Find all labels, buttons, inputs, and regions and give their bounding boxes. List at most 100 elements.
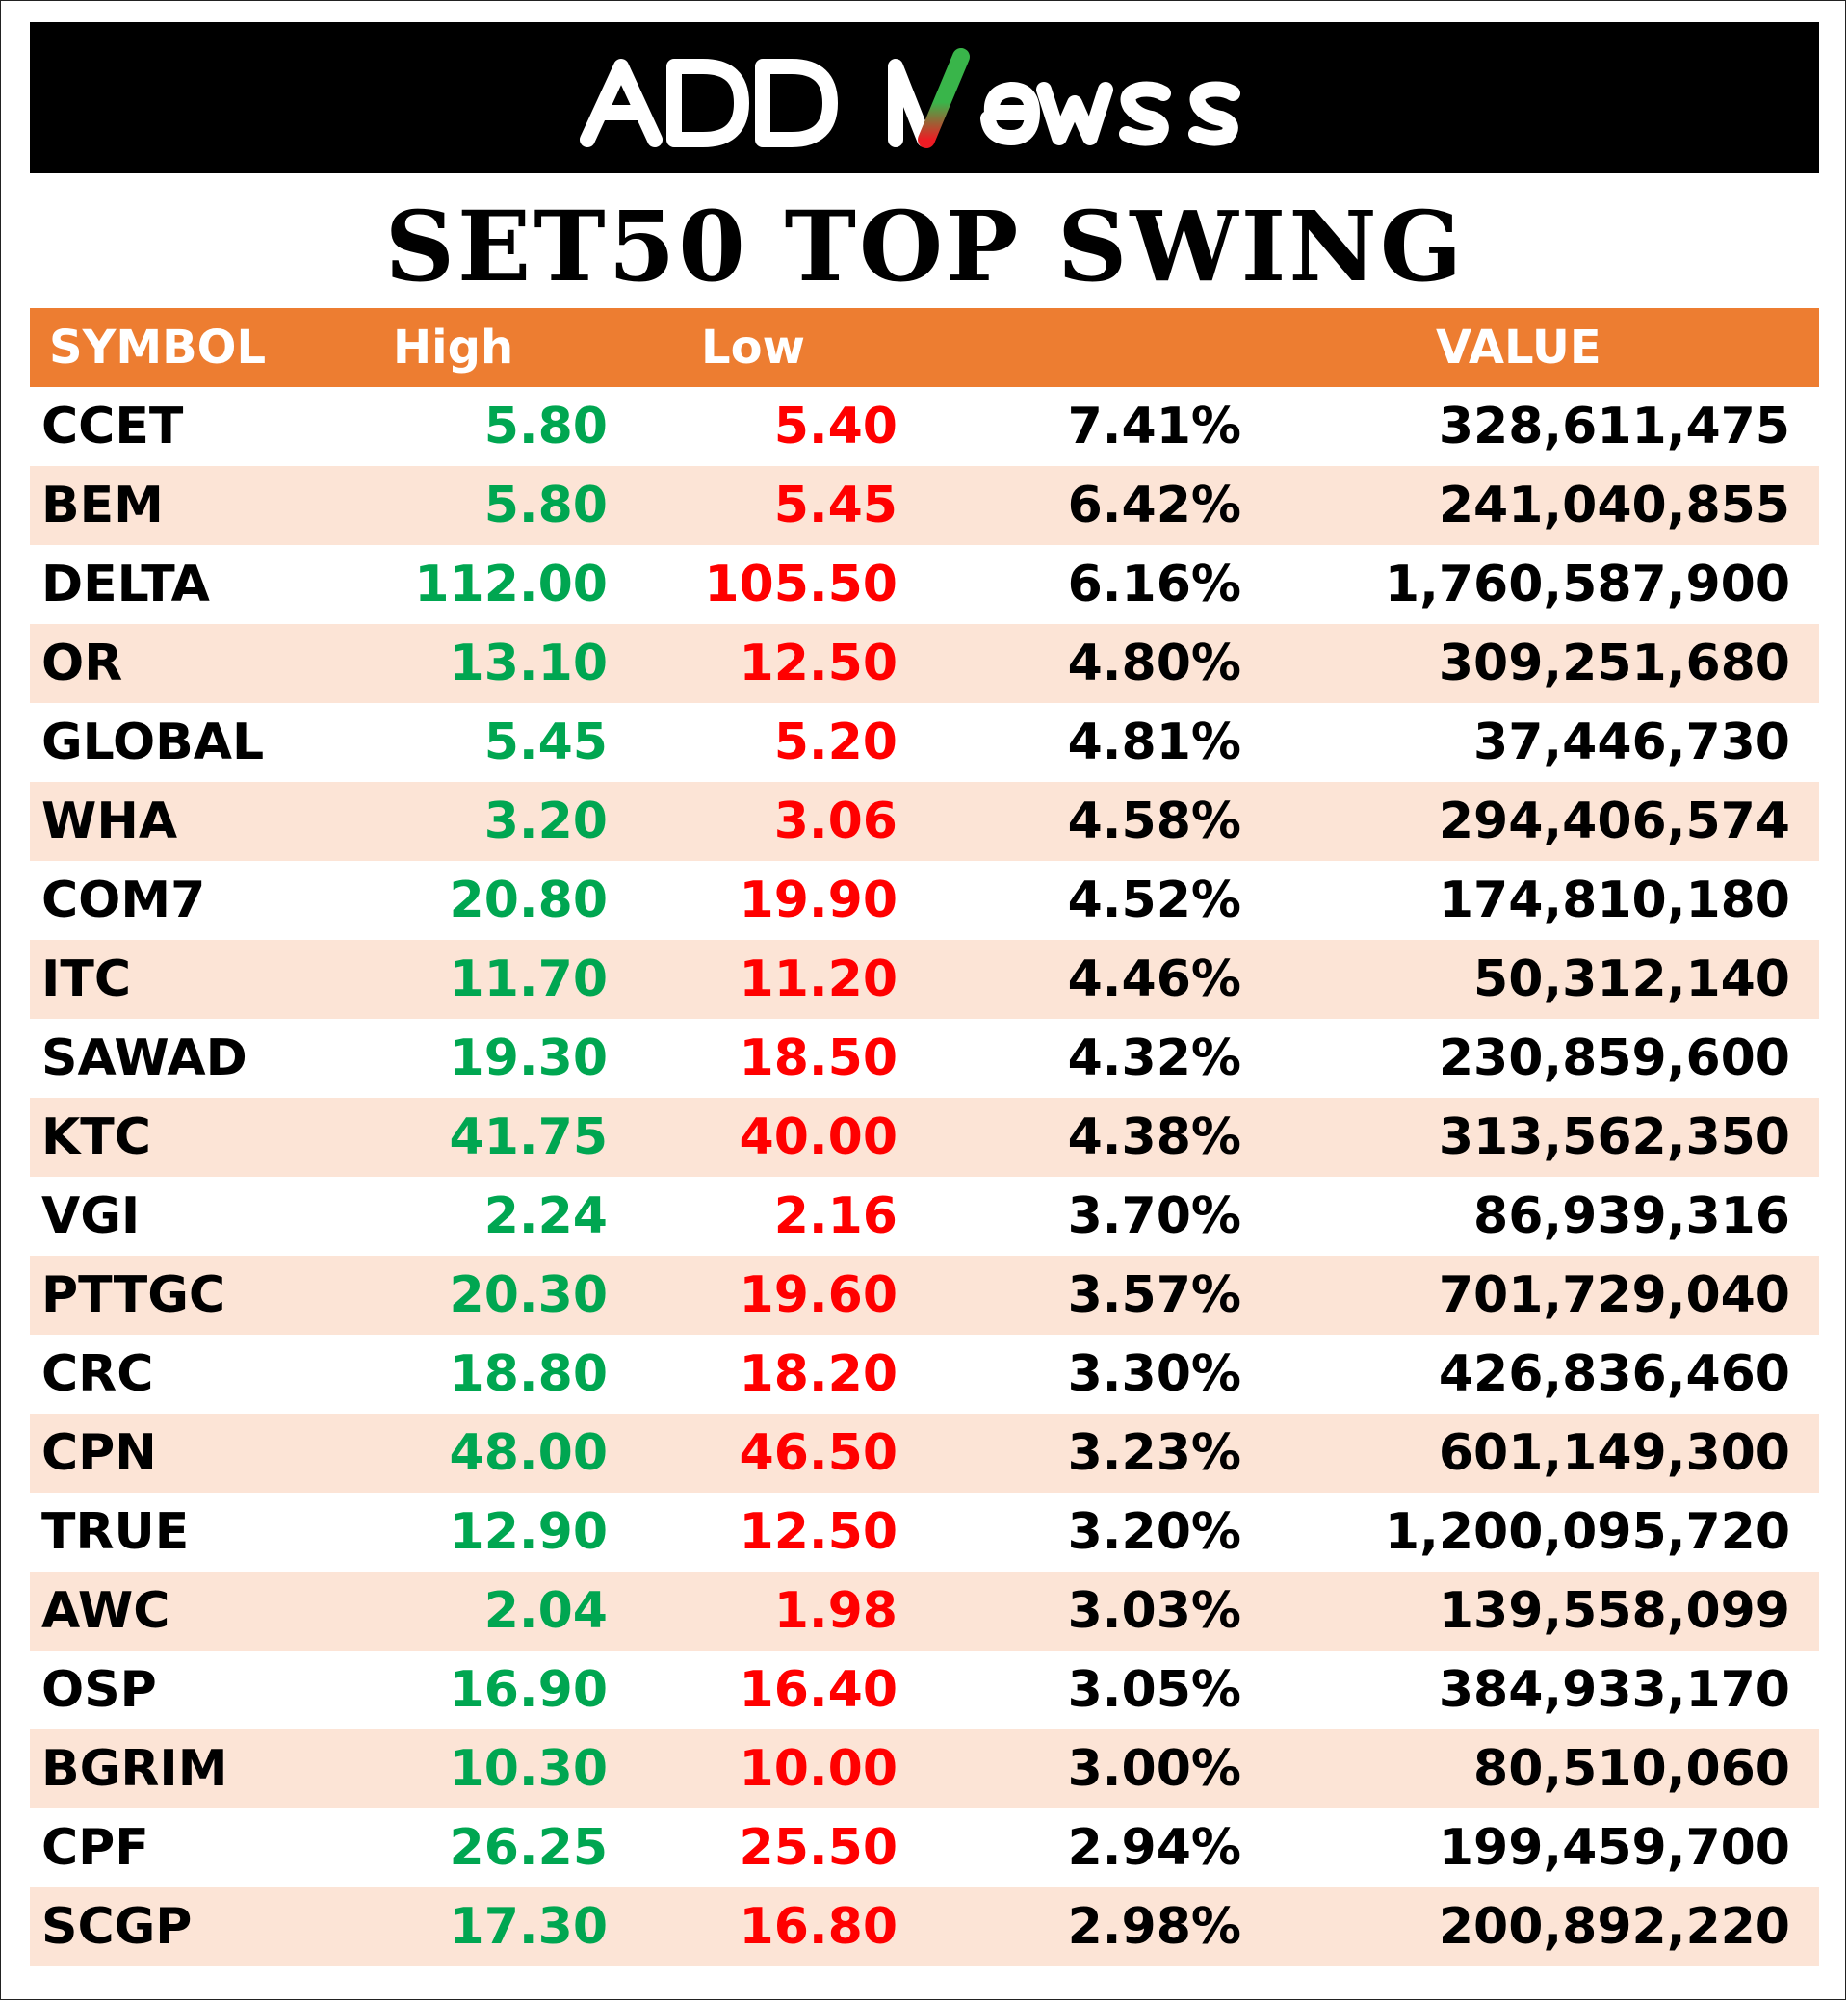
cell-value: 86,939,316 [1473,1187,1790,1245]
cell-low: 18.50 [739,1029,898,1087]
table-row: AWC 2.04 1.98 3.03% 139,558,099 [30,1572,1819,1651]
cell-symbol: PTTGC [41,1266,226,1324]
cell-swing-pct: 3.70% [1067,1187,1241,1245]
table-row: CPF 26.25 25.50 2.94% 199,459,700 [30,1808,1819,1887]
table-body: CCET 5.80 5.40 7.41% 328,611,475 BEM 5.80 5.45 6… [30,387,1819,1966]
cell-symbol: AWC [41,1582,170,1640]
cell-swing-pct: 3.30% [1067,1345,1241,1403]
cell-high: 16.90 [449,1661,608,1719]
cell-high: 13.10 [449,635,608,692]
cell-swing-pct: 3.23% [1067,1424,1241,1482]
cell-swing-pct: 7.41% [1067,398,1241,455]
cell-swing-pct: 4.58% [1067,793,1241,850]
cell-high: 5.45 [483,714,608,771]
cell-symbol: BGRIM [41,1740,228,1798]
cell-high: 5.80 [483,477,608,534]
cell-low: 19.90 [739,871,898,929]
cell-high: 20.80 [449,871,608,929]
cell-high: 20.30 [449,1266,608,1324]
cell-swing-pct: 2.98% [1067,1898,1241,1956]
cell-high: 26.25 [449,1819,608,1877]
table-row: GLOBAL 5.45 5.20 4.81% 37,446,730 [30,703,1819,782]
cell-value: 199,459,700 [1438,1819,1790,1877]
cell-high: 5.80 [483,398,608,455]
table-row: CCET 5.80 5.40 7.41% 328,611,475 [30,387,1819,466]
cell-swing-pct: 3.57% [1067,1266,1241,1324]
table-row: CPN 48.00 46.50 3.23% 601,149,300 [30,1414,1819,1493]
cell-swing-pct: 3.20% [1067,1503,1241,1561]
brand-banner [30,22,1819,173]
cell-swing-pct: 4.81% [1067,714,1241,771]
cell-low: 2.16 [773,1187,898,1245]
table-row: SAWAD 19.30 18.50 4.32% 230,859,600 [30,1019,1819,1098]
cell-symbol: SCGP [41,1898,193,1956]
table-row: BGRIM 10.30 10.00 3.00% 80,510,060 [30,1729,1819,1808]
cell-value: 328,611,475 [1438,398,1790,455]
header-value: VALUE [1436,321,1601,375]
table-row: PTTGC 20.30 19.60 3.57% 701,729,040 [30,1256,1819,1335]
brand-logo [30,22,1819,173]
cell-swing-pct: 6.42% [1067,477,1241,534]
cell-symbol: COM7 [41,871,206,929]
table-header: SYMBOL High Low VALUE [30,308,1819,387]
cell-symbol: CPF [41,1819,149,1877]
cell-swing-pct: 4.46% [1067,950,1241,1008]
cell-value: 241,040,855 [1438,477,1790,534]
table-row: COM7 20.80 19.90 4.52% 174,810,180 [30,861,1819,940]
cell-symbol: ITC [41,950,131,1008]
table-row: VGI 2.24 2.16 3.70% 86,939,316 [30,1177,1819,1256]
cell-symbol: BEM [41,477,164,534]
table-row: OSP 16.90 16.40 3.05% 384,933,170 [30,1651,1819,1729]
cell-low: 40.00 [739,1108,898,1166]
cell-symbol: TRUE [41,1503,190,1561]
cell-swing-pct: 4.38% [1067,1108,1241,1166]
cell-high: 41.75 [449,1108,608,1166]
cell-low: 25.50 [739,1819,898,1877]
cell-swing-pct: 4.80% [1067,635,1241,692]
cell-low: 11.20 [739,950,898,1008]
cell-high: 12.90 [449,1503,608,1561]
cell-low: 16.40 [739,1661,898,1719]
cell-value: 701,729,040 [1438,1266,1790,1324]
cell-high: 10.30 [449,1740,608,1798]
cell-low: 46.50 [739,1424,898,1482]
cell-value: 601,149,300 [1438,1424,1790,1482]
cell-high: 48.00 [449,1424,608,1482]
cell-low: 3.06 [773,793,898,850]
table-row: CRC 18.80 18.20 3.30% 426,836,460 [30,1335,1819,1414]
cell-symbol: DELTA [41,556,210,613]
cell-value: 139,558,099 [1438,1582,1790,1640]
cell-value: 230,859,600 [1438,1029,1790,1087]
cell-value: 1,760,587,900 [1384,556,1790,613]
cell-high: 19.30 [449,1029,608,1087]
cell-swing-pct: 4.52% [1067,871,1241,929]
cell-low: 12.50 [739,635,898,692]
cell-high: 17.30 [449,1898,608,1956]
cell-low: 19.60 [739,1266,898,1324]
header-high: High [393,321,514,375]
cell-symbol: GLOBAL [41,714,265,771]
cell-symbol: VGI [41,1187,141,1245]
cell-symbol: OR [41,635,123,692]
header-symbol: SYMBOL [49,321,267,375]
cell-value: 309,251,680 [1438,635,1790,692]
table-row: DELTA 112.00 105.50 6.16% 1,760,587,900 [30,545,1819,624]
cell-value: 384,933,170 [1438,1661,1790,1719]
page-title: SET50 TOP SWING [384,190,1466,303]
header-low: Low [701,321,805,375]
cell-symbol: KTC [41,1108,151,1166]
table-row: WHA 3.20 3.06 4.58% 294,406,574 [30,782,1819,861]
cell-value: 313,562,350 [1438,1108,1790,1166]
cell-low: 10.00 [739,1740,898,1798]
table-row: OR 13.10 12.50 4.80% 309,251,680 [30,624,1819,703]
cell-low: 1.98 [773,1582,898,1640]
cell-value: 37,446,730 [1473,714,1790,771]
cell-symbol: CCET [41,398,184,455]
table-row: TRUE 12.90 12.50 3.20% 1,200,095,720 [30,1493,1819,1572]
cell-high: 2.24 [483,1187,608,1245]
cell-value: 1,200,095,720 [1384,1503,1790,1561]
table-row: ITC 11.70 11.20 4.46% 50,312,140 [30,940,1819,1019]
cell-low: 18.20 [739,1345,898,1403]
cell-swing-pct: 3.05% [1067,1661,1241,1719]
swing-table: SYMBOL High Low VALUE CCET 5.80 5.40 7.41% 3… [30,308,1819,1966]
